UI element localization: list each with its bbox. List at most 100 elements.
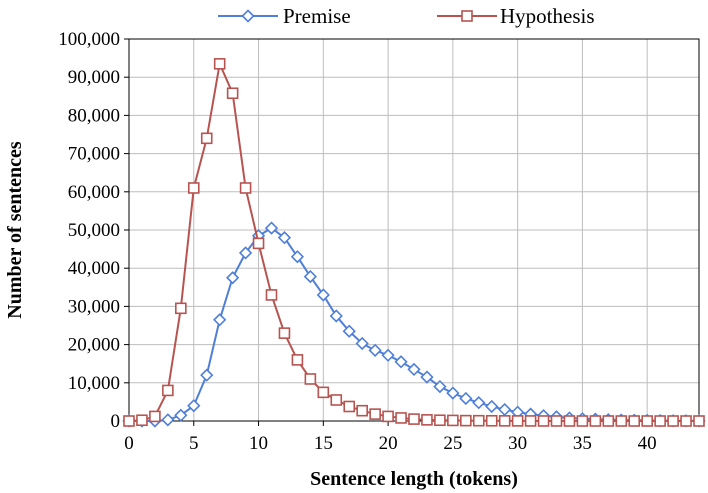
x-tick-label: 35	[573, 433, 592, 454]
data-point	[277, 231, 292, 245]
data-point	[330, 394, 343, 406]
data-point	[563, 415, 576, 427]
data-point	[200, 132, 213, 145]
y-tick-label: 10,000	[68, 373, 120, 394]
data-point	[394, 355, 408, 369]
data-point	[238, 246, 253, 260]
data-point	[447, 414, 459, 427]
data-point	[667, 415, 679, 427]
y-tick-label: 40,000	[68, 258, 120, 279]
x-axis-title: Sentence length (tokens)	[310, 468, 518, 490]
series-hypothesis	[123, 58, 705, 427]
y-tick-label: 30,000	[68, 296, 120, 317]
data-point	[485, 399, 499, 414]
data-point	[537, 415, 550, 427]
y-tick-label: 100,000	[58, 29, 120, 50]
series-layer	[122, 58, 706, 428]
data-point	[524, 415, 537, 427]
x-tick-label: 40	[638, 433, 657, 454]
data-point	[472, 396, 486, 410]
y-tick-label: 60,000	[68, 182, 120, 203]
data-point	[460, 414, 472, 427]
legend-item-hypothesis: Hypothesis	[437, 4, 595, 28]
x-tick-label: 25	[443, 433, 462, 454]
series-premise	[122, 221, 706, 428]
legend-label: Premise	[283, 4, 351, 28]
data-point	[226, 87, 239, 100]
data-point	[381, 348, 395, 362]
x-tick-label: 15	[314, 433, 333, 454]
data-point	[459, 391, 473, 406]
axis-ticks: 0 10,000 20,000 30,000 40,000 50,000 60,000 70,…	[58, 29, 656, 454]
data-point	[434, 414, 446, 427]
data-point	[382, 410, 394, 423]
data-point	[680, 415, 692, 427]
data-point	[174, 408, 188, 422]
data-point	[602, 415, 615, 427]
data-point	[356, 404, 368, 417]
x-tick-label: 0	[124, 433, 134, 454]
data-point	[693, 415, 705, 427]
y-tick-label: 70,000	[68, 144, 120, 165]
data-point	[200, 368, 214, 382]
y-tick-label: 0	[111, 411, 121, 432]
data-point	[187, 182, 200, 194]
data-point	[550, 415, 563, 427]
data-point	[576, 415, 589, 427]
data-point	[291, 354, 304, 366]
data-point	[213, 313, 227, 327]
legend-item-premise: Premise	[218, 4, 351, 28]
series-line	[129, 227, 700, 422]
data-point	[239, 182, 252, 194]
data-point	[395, 412, 407, 424]
x-tick-label: 10	[249, 433, 268, 454]
data-point	[472, 414, 485, 427]
data-point	[329, 309, 343, 323]
data-point	[278, 327, 291, 339]
y-tick-label: 90,000	[68, 67, 120, 88]
data-point	[265, 289, 278, 301]
data-point	[421, 414, 433, 426]
data-point	[317, 386, 330, 399]
data-point	[498, 415, 511, 427]
data-point	[589, 415, 602, 427]
data-point	[485, 414, 498, 427]
x-tick-label: 5	[189, 433, 199, 454]
data-point	[628, 415, 641, 427]
y-tick-label: 80,000	[68, 105, 120, 126]
data-point	[161, 413, 175, 427]
data-point	[343, 400, 356, 413]
data-point	[511, 415, 524, 427]
legend-label: Hypothesis	[500, 4, 595, 28]
data-point	[615, 415, 628, 427]
data-point	[303, 269, 317, 284]
data-point	[136, 414, 148, 427]
data-point	[175, 302, 187, 315]
data-point	[316, 288, 330, 302]
data-point	[408, 413, 420, 425]
data-point	[264, 221, 279, 235]
data-point	[226, 271, 240, 285]
data-point	[407, 362, 421, 377]
y-tick-label: 20,000	[68, 335, 120, 356]
data-point	[290, 250, 305, 264]
data-point	[369, 408, 381, 420]
data-point	[498, 402, 512, 417]
data-point	[654, 415, 666, 427]
data-point	[641, 415, 653, 427]
data-point	[342, 324, 356, 338]
data-point	[355, 336, 369, 351]
x-tick-label: 30	[508, 433, 527, 454]
data-point	[187, 399, 201, 413]
legend-marker	[241, 9, 255, 23]
data-point	[304, 373, 317, 385]
data-point	[368, 343, 382, 357]
legend-marker	[461, 10, 473, 22]
x-tick-label: 20	[379, 433, 398, 454]
data-point	[162, 384, 174, 397]
y-axis-title: Number of sentences	[4, 141, 26, 319]
legend: Premise Hypothesis	[218, 4, 595, 28]
data-point	[446, 386, 460, 400]
data-point	[213, 58, 226, 70]
